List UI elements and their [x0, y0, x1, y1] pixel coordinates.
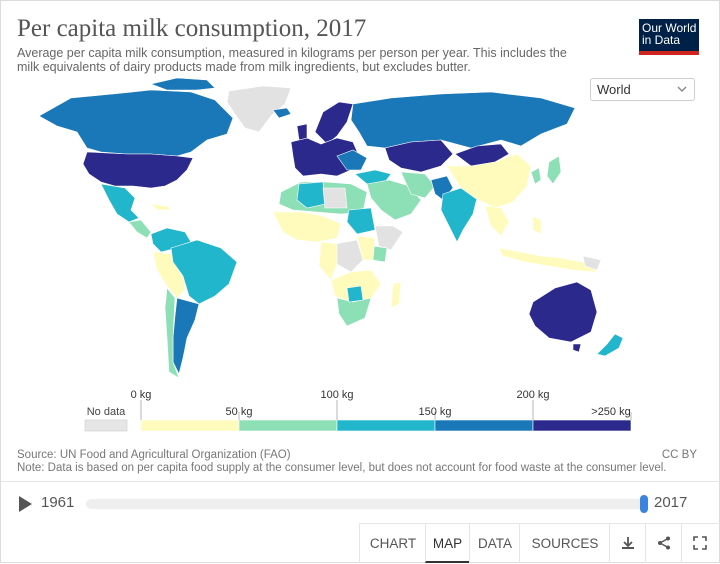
world-map[interactable]: [1, 76, 720, 381]
note-text: Note: Data is based on per capita food s…: [17, 462, 667, 474]
share-button[interactable]: [645, 524, 682, 563]
map-brazil[interactable]: [170, 239, 238, 305]
map-sahara-no-data[interactable]: [322, 187, 348, 209]
legend-no-data-swatch: [84, 419, 128, 432]
map-china[interactable]: [446, 153, 532, 209]
map-uk[interactable]: [296, 123, 308, 141]
map-mexico[interactable]: [100, 183, 140, 223]
map-central-america[interactable]: [128, 219, 152, 239]
source-text[interactable]: Source: UN Food and Agricultural Organiz…: [17, 449, 291, 461]
map-russia[interactable]: [350, 91, 576, 149]
map-botswana[interactable]: [346, 285, 364, 303]
map-tasmania[interactable]: [572, 343, 582, 353]
source-note: Source: UN Food and Agricultural Organiz…: [17, 449, 667, 475]
download-icon: [622, 537, 634, 549]
tab-data[interactable]: DATA: [469, 524, 520, 563]
map-south-africa[interactable]: [336, 297, 372, 327]
map-ethiopia-somalia[interactable]: [374, 225, 404, 251]
region-select[interactable]: World: [590, 78, 695, 101]
legend-bin-1[interactable]: [238, 419, 338, 432]
chevron-down-icon: [677, 86, 687, 92]
map-turkey[interactable]: [354, 169, 392, 185]
timeline-start-year: 1961: [41, 494, 75, 511]
logo-bar: [639, 51, 699, 55]
map-india[interactable]: [440, 187, 478, 243]
map-madagascar[interactable]: [390, 281, 402, 309]
map-ukraine-balkans[interactable]: [336, 149, 368, 171]
owid-logo[interactable]: Our World in Data: [639, 19, 699, 55]
play-icon[interactable]: [19, 496, 32, 512]
legend-tick-label-4: 200 kg: [516, 389, 549, 401]
map-central-africa[interactable]: [318, 235, 376, 281]
color-legend: No data 0 kg 50 kg 100 kg 150 kg 200 kg >250 …: [1, 386, 720, 446]
map-papua[interactable]: [582, 255, 602, 271]
map-canada[interactable]: [38, 89, 234, 157]
share-icon: [658, 536, 670, 550]
map-iceland[interactable]: [272, 107, 292, 119]
map-iran[interactable]: [400, 171, 436, 199]
tab-map[interactable]: MAP: [425, 524, 469, 563]
chart-subtitle: Average per capita milk consumption, mea…: [17, 46, 567, 74]
legend-bin-4[interactable]: [532, 419, 632, 432]
logo-line-1: Our World: [642, 21, 697, 35]
map-kazakhstan[interactable]: [384, 139, 454, 173]
map-korea-japan[interactable]: [530, 155, 562, 185]
legend-scale: No data 0 kg 50 kg 100 kg 150 kg 200 kg >250 …: [84, 389, 632, 432]
tab-sources[interactable]: SOURCES: [519, 524, 610, 563]
map-kenya[interactable]: [372, 245, 388, 263]
timeline-track[interactable]: [86, 499, 646, 509]
map-new-zealand[interactable]: [596, 333, 624, 357]
timeline-handle[interactable]: [640, 495, 648, 513]
legend-tick-label-2: 100 kg: [320, 389, 353, 401]
logo-line-2: in Data: [642, 33, 681, 47]
map-sudan[interactable]: [346, 207, 376, 235]
legend-bin-2[interactable]: [336, 419, 436, 432]
map-usa[interactable]: [82, 151, 194, 189]
map-argentina[interactable]: [172, 297, 200, 375]
legend-tick-label-1: 50 kg: [226, 406, 253, 418]
legend-no-data-label: No data: [87, 406, 126, 418]
map-caribbean[interactable]: [150, 203, 172, 211]
map-congo[interactable]: [334, 239, 364, 273]
tab-bar: CHART MAP DATA SOURCES: [359, 523, 720, 564]
timeline-end-year: 2017: [654, 494, 688, 511]
tab-chart[interactable]: CHART: [359, 524, 426, 563]
map-chile[interactable]: [164, 287, 180, 379]
legend-bin-0[interactable]: [140, 419, 240, 432]
map-algeria[interactable]: [296, 181, 326, 209]
chart-title: Per capita milk consumption, 2017: [17, 15, 367, 42]
fullscreen-button[interactable]: [681, 524, 718, 563]
map-southeast-asia[interactable]: [484, 205, 510, 237]
map-west-africa[interactable]: [272, 211, 342, 243]
map-australia[interactable]: [528, 281, 598, 343]
license-link[interactable]: CC BY: [661, 449, 697, 461]
timeline: 1961 2017: [1, 481, 720, 524]
map-canadian-islands[interactable]: [149, 77, 216, 91]
map-scandinavia[interactable]: [314, 101, 354, 145]
legend-tick-label-0: 0 kg: [131, 389, 152, 401]
download-button[interactable]: [609, 524, 646, 563]
legend-tick-label-5: >250 kg: [591, 406, 630, 418]
map-greenland[interactable]: [226, 85, 292, 133]
legend-tick-label-3: 150 kg: [418, 406, 451, 418]
map-middle-east[interactable]: [366, 179, 422, 221]
fullscreen-icon: [693, 536, 707, 550]
legend-bin-3[interactable]: [434, 419, 534, 432]
region-select-value: World: [597, 82, 631, 97]
map-southern-africa[interactable]: [330, 269, 382, 303]
map-philippines[interactable]: [532, 215, 542, 235]
